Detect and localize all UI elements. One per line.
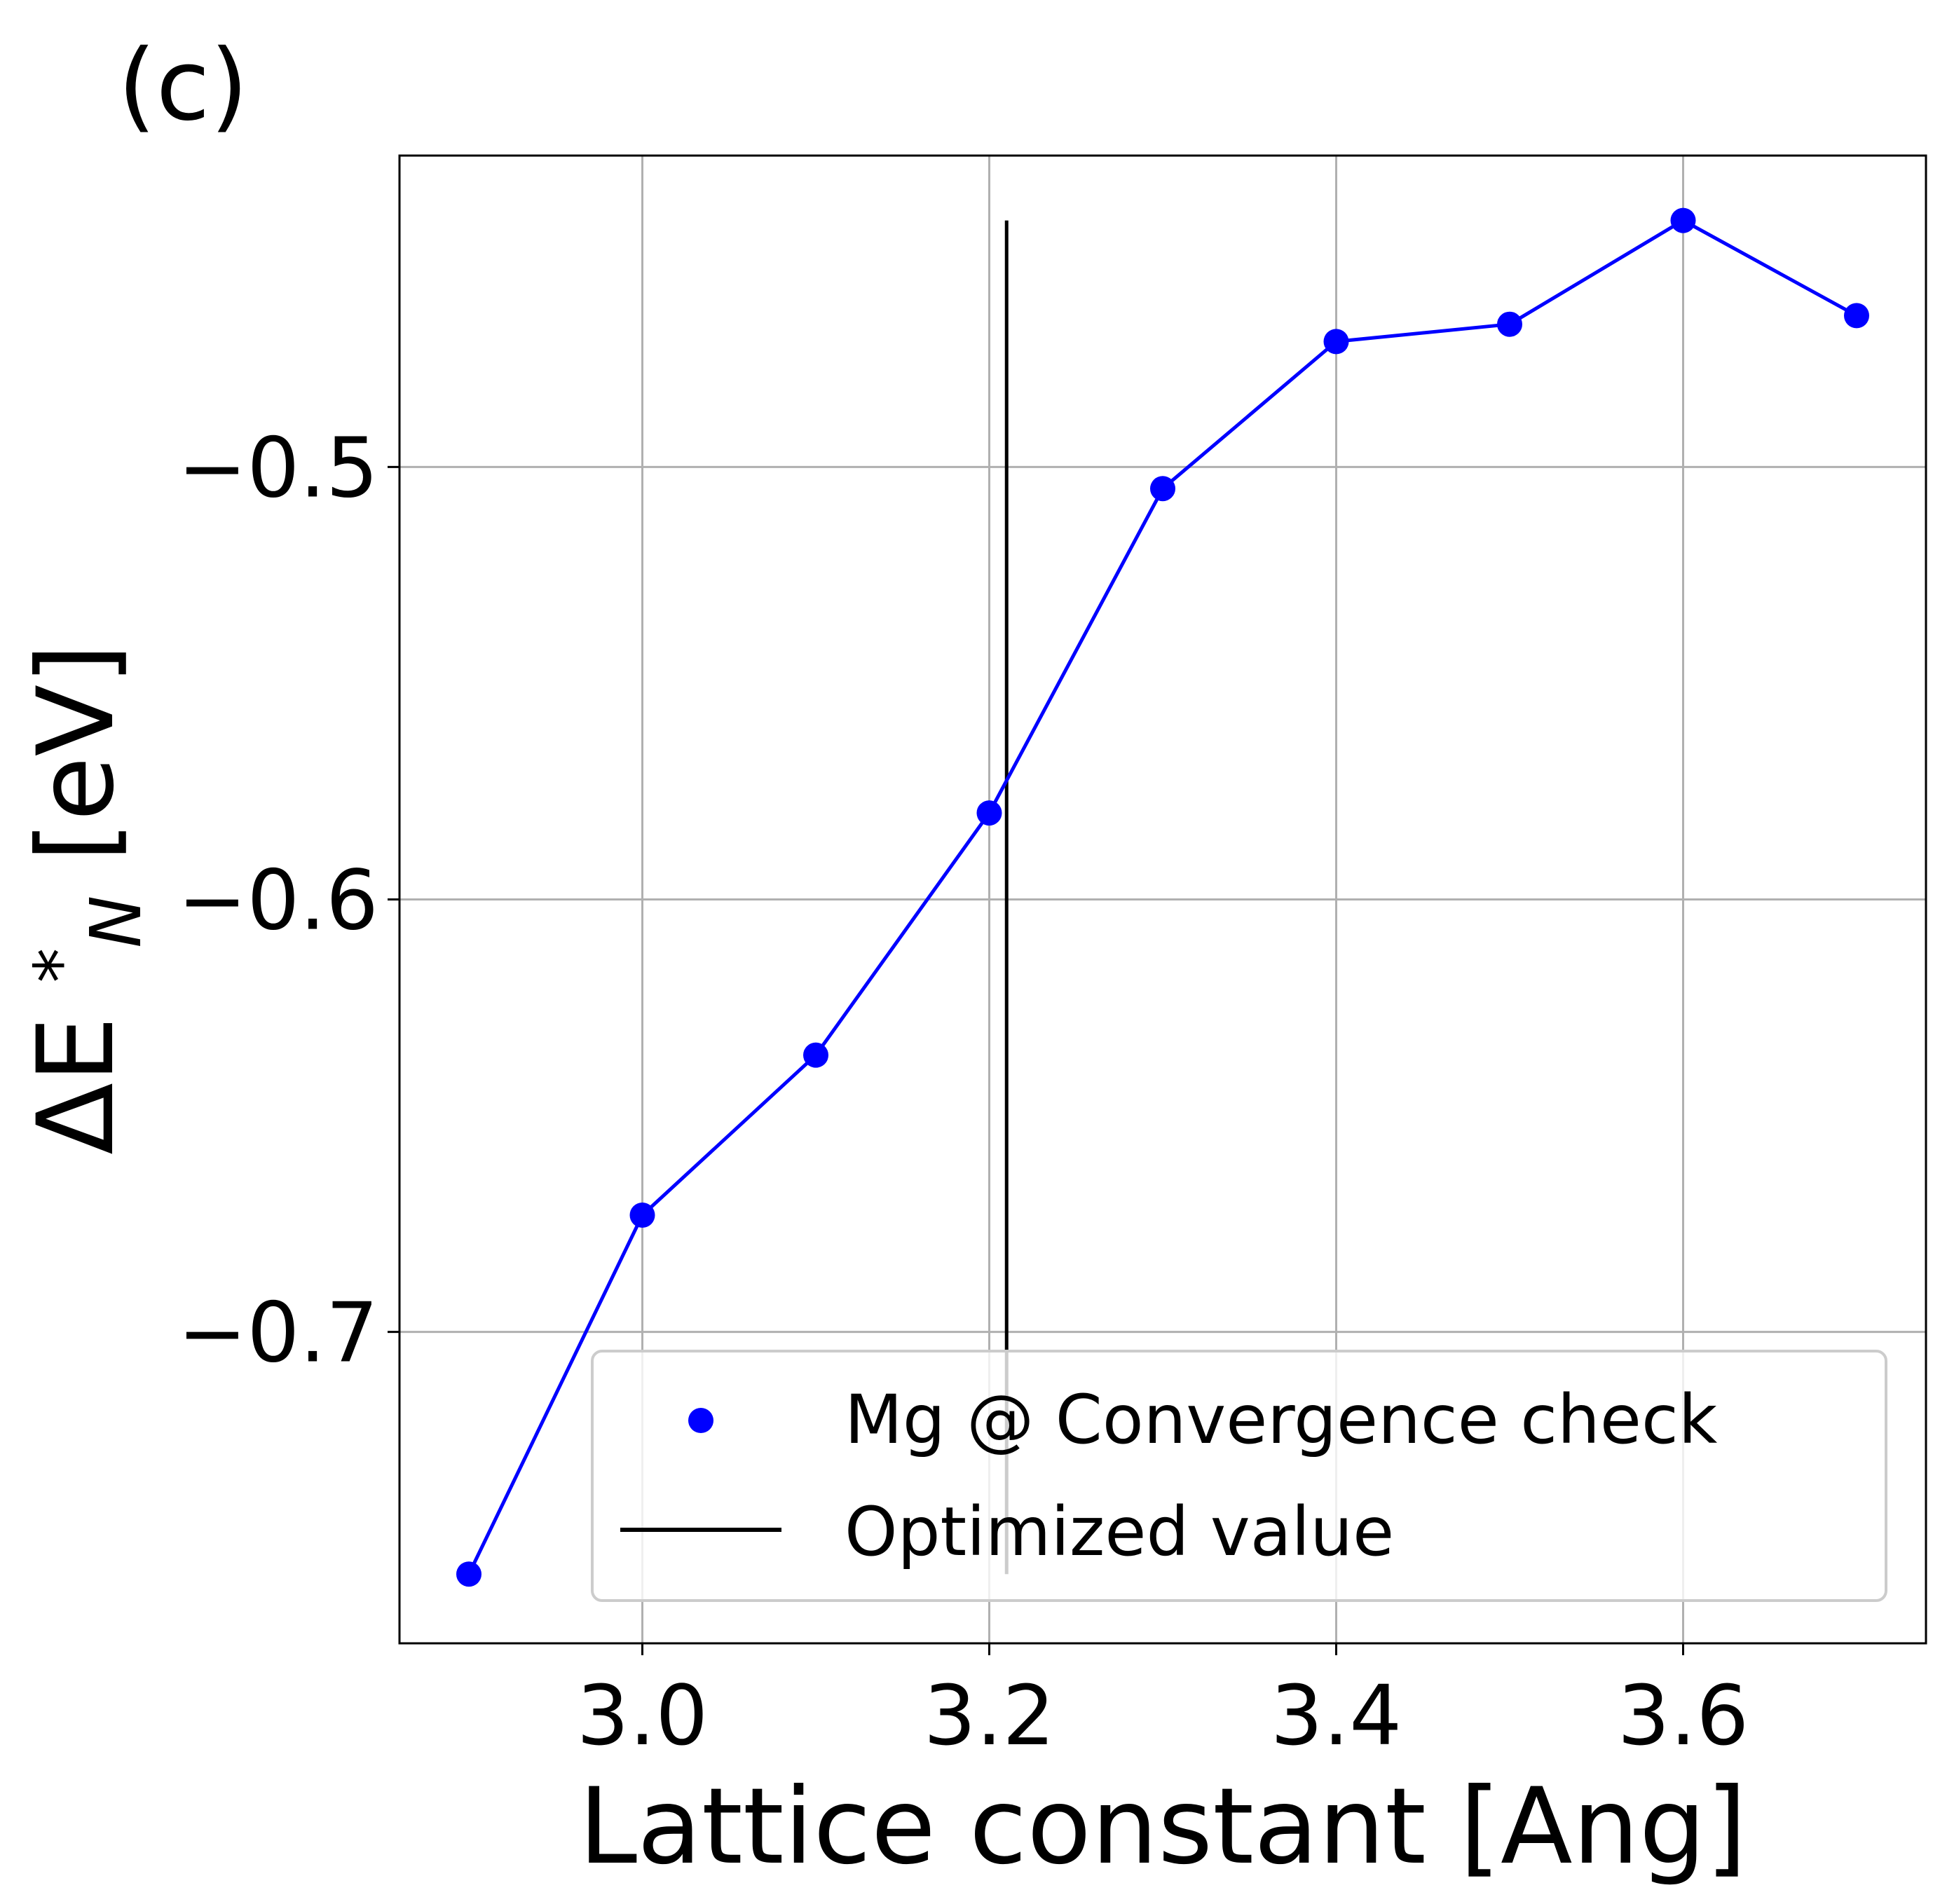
data-point (1323, 329, 1349, 355)
x-tick-label: 3.0 (577, 1667, 709, 1764)
data-point (976, 800, 1002, 826)
legend-box (591, 1350, 1887, 1602)
y-tick-label: −0.7 (177, 1285, 378, 1381)
y-axis-ticks: −0.5 −0.6 −0.7 (177, 419, 399, 1381)
grid (399, 156, 1926, 1643)
y-axis-label-unit: [eV] (15, 643, 137, 896)
data-point (456, 1561, 481, 1587)
y-tick-label: −0.6 (177, 852, 378, 949)
x-axis-label: Lattice constant [Ang] (579, 1766, 1747, 1888)
legend-label-optimized: Optimized value (845, 1493, 1394, 1571)
data-point (629, 1203, 655, 1228)
data-point (1150, 476, 1175, 502)
data-point (1670, 207, 1696, 233)
legend: Mg @ Convergence check Optimized value (591, 1350, 1887, 1602)
y-axis-label: ΔE *N [eV] (15, 643, 157, 1155)
data-point (803, 1042, 828, 1068)
y-axis-label-sub: N (75, 896, 157, 948)
y-axis-label-main: ΔE (15, 983, 137, 1155)
y-axis-label-sup: * (19, 948, 101, 983)
x-tick-label: 3.4 (1271, 1667, 1402, 1764)
y-tick-label: −0.5 (177, 419, 378, 516)
x-tick-label: 3.2 (924, 1667, 1056, 1764)
data-point (1497, 311, 1522, 337)
panel-label: (c) (118, 29, 248, 143)
legend-label-series: Mg @ Convergence check (845, 1381, 1718, 1459)
legend-marker (688, 1408, 713, 1433)
series-markers (456, 207, 1869, 1587)
x-axis-ticks: 3.0 3.2 3.4 3.6 (577, 1643, 1749, 1764)
x-tick-label: 3.6 (1618, 1667, 1749, 1764)
data-point (1844, 303, 1869, 329)
